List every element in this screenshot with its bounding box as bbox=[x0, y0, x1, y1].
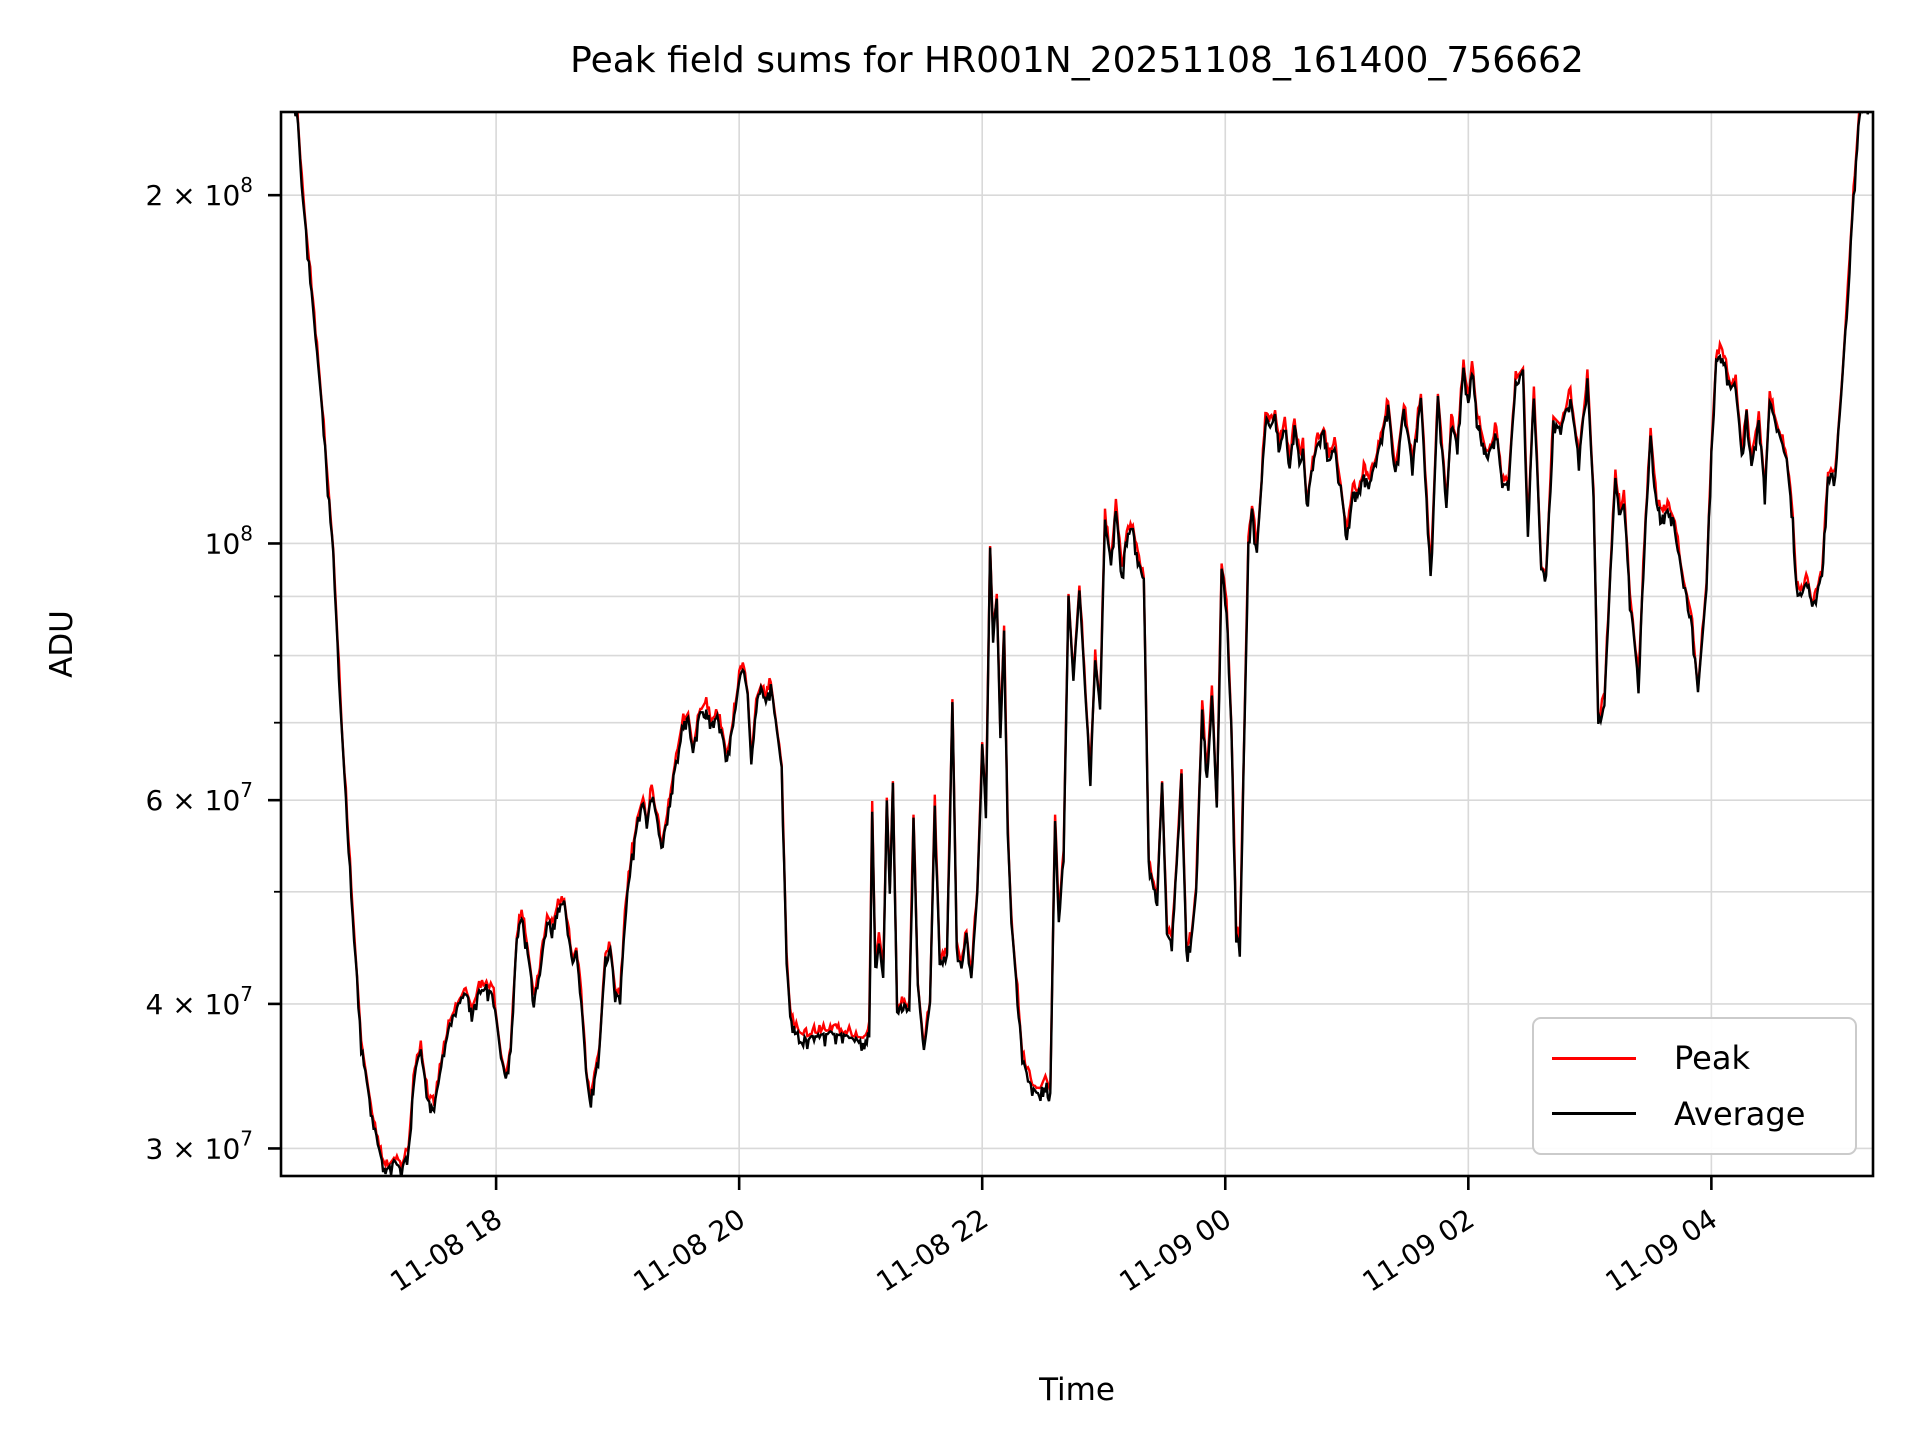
y-tick-label: 3 × 107 bbox=[146, 1126, 253, 1165]
x-tick-label: 11-08 18 bbox=[384, 1202, 508, 1298]
x-tick-label: 11-09 00 bbox=[1114, 1202, 1238, 1298]
x-tick-label: 11-08 20 bbox=[627, 1202, 751, 1298]
peak-line-sample bbox=[1552, 1056, 1636, 1060]
average-line-sample bbox=[1552, 1112, 1636, 1116]
x-tick-label: 11-09 02 bbox=[1357, 1202, 1481, 1298]
tick-labels: 11-08 18 11-08 20 11-08 22 11-09 00 11-09 02… bbox=[146, 173, 1724, 1298]
average-line bbox=[293, 112, 1870, 1176]
legend-item-peak: Peak bbox=[1552, 1042, 1855, 1074]
x-tick-label: 11-08 22 bbox=[870, 1202, 994, 1298]
x-axis-label: Time bbox=[1039, 1372, 1115, 1408]
axes-spines bbox=[279, 110, 1875, 1178]
legend-item-average: Average bbox=[1552, 1098, 1855, 1130]
y-tick-label: 6 × 107 bbox=[146, 778, 253, 817]
y-tick-label: 4 × 107 bbox=[146, 982, 253, 1021]
chart-title: Peak field sums for HR001N_20251108_1614… bbox=[570, 40, 1584, 81]
data-series bbox=[293, 112, 1870, 1176]
x-tick-label: 11-09 04 bbox=[1600, 1202, 1724, 1298]
tick-marks bbox=[268, 193, 1713, 1190]
legend-label-peak: Peak bbox=[1674, 1039, 1750, 1078]
legend: Peak Average bbox=[1532, 1017, 1857, 1155]
y-tick-label: 108 bbox=[205, 521, 253, 560]
gridlines bbox=[281, 112, 1873, 1176]
y-tick-label: 2 × 108 bbox=[146, 173, 253, 212]
y-axis-label: ADU bbox=[44, 610, 80, 678]
legend-label-average: Average bbox=[1674, 1094, 1806, 1133]
